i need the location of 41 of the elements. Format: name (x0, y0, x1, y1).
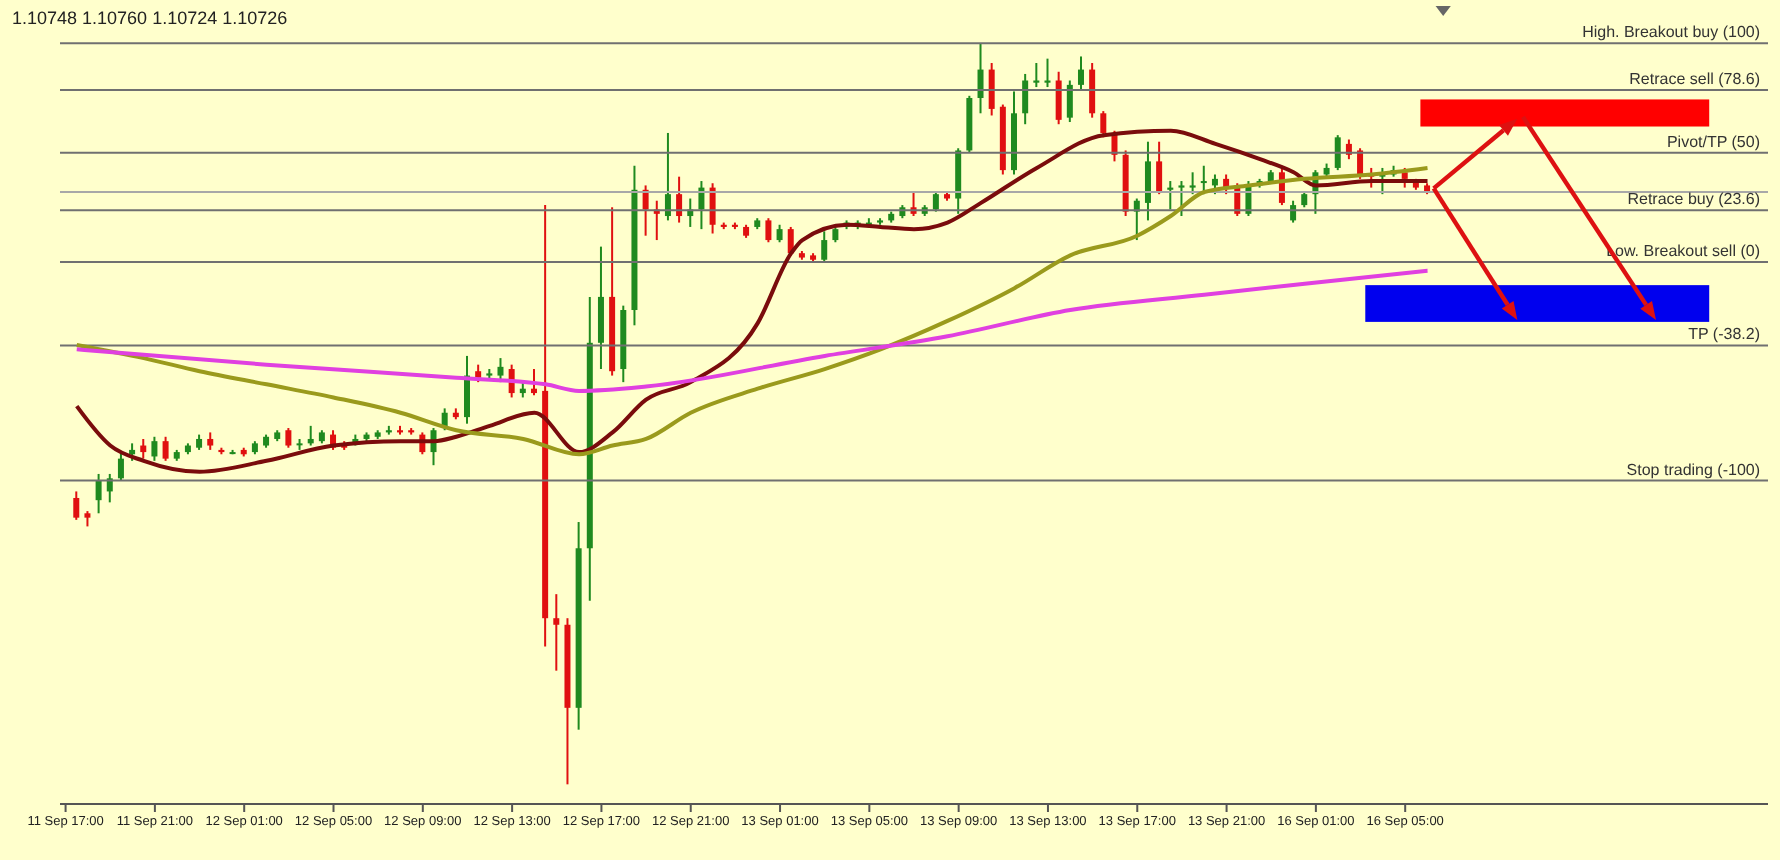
candlestick (1144, 140, 1151, 222)
candlestick (1033, 62, 1040, 89)
candlestick (162, 435, 169, 462)
candlestick (1055, 70, 1062, 126)
candlestick (821, 230, 828, 263)
candlestick (977, 42, 984, 115)
candlestick (1178, 180, 1185, 218)
ref-line-label: Retrace buy (23.6) (1627, 190, 1761, 209)
candlestick (1334, 134, 1341, 172)
candlestick (1167, 180, 1174, 211)
candlestick (73, 490, 80, 521)
candlestick (932, 190, 939, 213)
candlestick (1211, 173, 1218, 196)
candlestick (765, 217, 772, 244)
ref-line-label: TP (-38.2) (1688, 325, 1761, 344)
ref-line-label: Retrace sell (78.6) (1629, 70, 1761, 89)
candlestick (530, 368, 537, 397)
candlestick (1200, 164, 1207, 196)
candlestick (1022, 72, 1029, 126)
candlestick (151, 435, 158, 462)
candlestick (1156, 140, 1163, 196)
candlestick (1044, 57, 1051, 89)
candlestick (1189, 171, 1196, 196)
candlestick (1066, 79, 1073, 124)
candlestick (1077, 55, 1084, 91)
candlestick (664, 131, 671, 222)
ref-line-label: Pivot/TP (50) (1666, 132, 1761, 151)
candlestick (497, 357, 504, 384)
candlestick (117, 451, 124, 482)
candlestick (1089, 62, 1096, 119)
candlestick (988, 62, 995, 117)
candlestick (676, 175, 683, 224)
ref-line-label: High. Breakout buy (100) (1582, 23, 1761, 42)
candlestick (553, 593, 560, 672)
candlestick (95, 472, 102, 515)
candlestick (140, 437, 147, 460)
candlestick (597, 245, 604, 371)
candlestick (307, 424, 314, 447)
ref-line-label: Stop trading (-100) (1626, 460, 1761, 479)
annotation: 1.10748 1.10760 1.10724 1.10726 (12, 8, 288, 28)
candlestick (285, 427, 292, 449)
